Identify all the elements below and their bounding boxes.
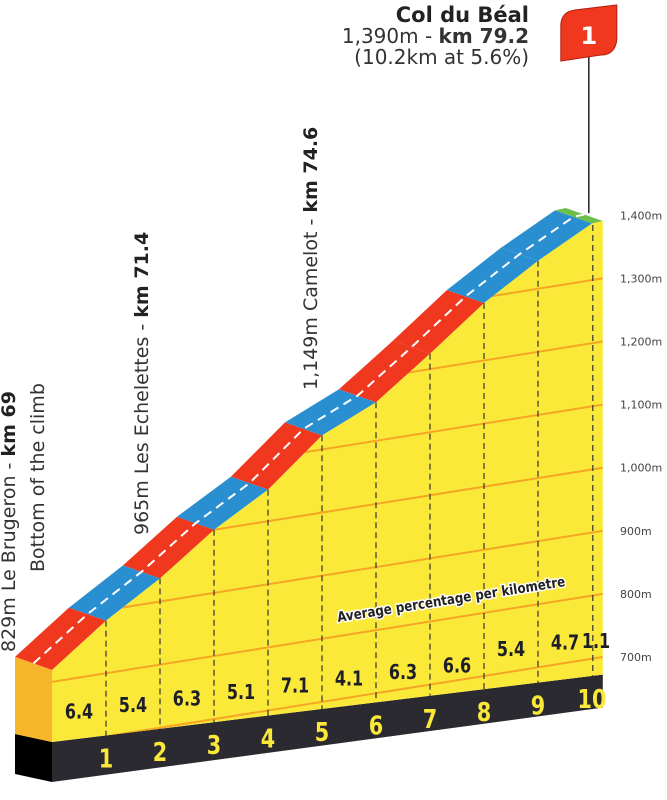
km-marker: 1 [99, 743, 113, 774]
y-tick-label: 700m [620, 651, 652, 664]
summit-km: km 79.2 [438, 24, 529, 49]
km-marker: 9 [531, 690, 545, 721]
km-marker: 10 [578, 684, 607, 715]
y-tick-label: 1,100m [620, 399, 662, 412]
km-marker: 3 [207, 730, 221, 761]
y-tick-label: 1,200m [620, 336, 662, 349]
y-tick-label: 800m [620, 588, 652, 601]
gradient-label: 4.1 [335, 668, 363, 691]
road-centerline [32, 213, 585, 665]
profile-base [52, 674, 603, 782]
summit-summary: (10.2km at 5.6%) [354, 45, 529, 70]
y-tick-label: 1,000m [620, 462, 662, 475]
gradient-label: 6.6 [443, 655, 471, 678]
km-marker: 2 [153, 737, 167, 768]
gradient-label: 7.1 [281, 675, 309, 698]
waypoint-echelettes: 965m Les Echelettes - km 71.4 [131, 231, 153, 535]
category-label: 1 [580, 22, 597, 50]
gridline [52, 656, 603, 742]
y-tick-label: 900m [620, 525, 652, 538]
gradient-label: 1.1 [582, 630, 610, 653]
gradient-label: 5.1 [227, 681, 255, 704]
waypoint-camelot: 1,149m Camelot - km 74.6 [300, 126, 322, 390]
km-marker: 6 [369, 710, 383, 741]
y-tick-label: 1,300m [620, 272, 662, 285]
base-side [15, 734, 52, 782]
waypoint-start-sub: Bottom of the climb [27, 383, 49, 572]
road-segment [123, 516, 214, 579]
gridline [52, 529, 603, 620]
y-tick-label: 1,400m [620, 209, 662, 222]
summit-info: Col du Béal 1,390m - km 79.2 (10.2km at … [342, 4, 529, 68]
category-flag-icon [560, 4, 618, 62]
profile-side [15, 656, 52, 742]
profile-face [52, 220, 603, 742]
km-marker: 4 [261, 723, 275, 754]
gridline [52, 592, 603, 683]
gradient-label: 6.4 [65, 701, 93, 724]
gradient-label: 6.3 [173, 688, 201, 711]
waypoint-start: 829m Le Brugeron - km 69 [0, 391, 20, 652]
km-marker: 8 [477, 697, 491, 728]
summit-name: Col du Béal [395, 3, 529, 27]
km-marker: 5 [315, 717, 329, 748]
road-segment [501, 210, 592, 261]
gradient-label: 5.4 [119, 694, 147, 717]
gradient-label: 5.4 [497, 638, 525, 661]
gradient-label: 4.7 [551, 632, 579, 655]
road-segment [285, 389, 376, 436]
summit-altitude: 1,390m - [341, 24, 439, 49]
gradient-label: 6.3 [389, 661, 417, 684]
km-marker: 7 [423, 703, 437, 734]
